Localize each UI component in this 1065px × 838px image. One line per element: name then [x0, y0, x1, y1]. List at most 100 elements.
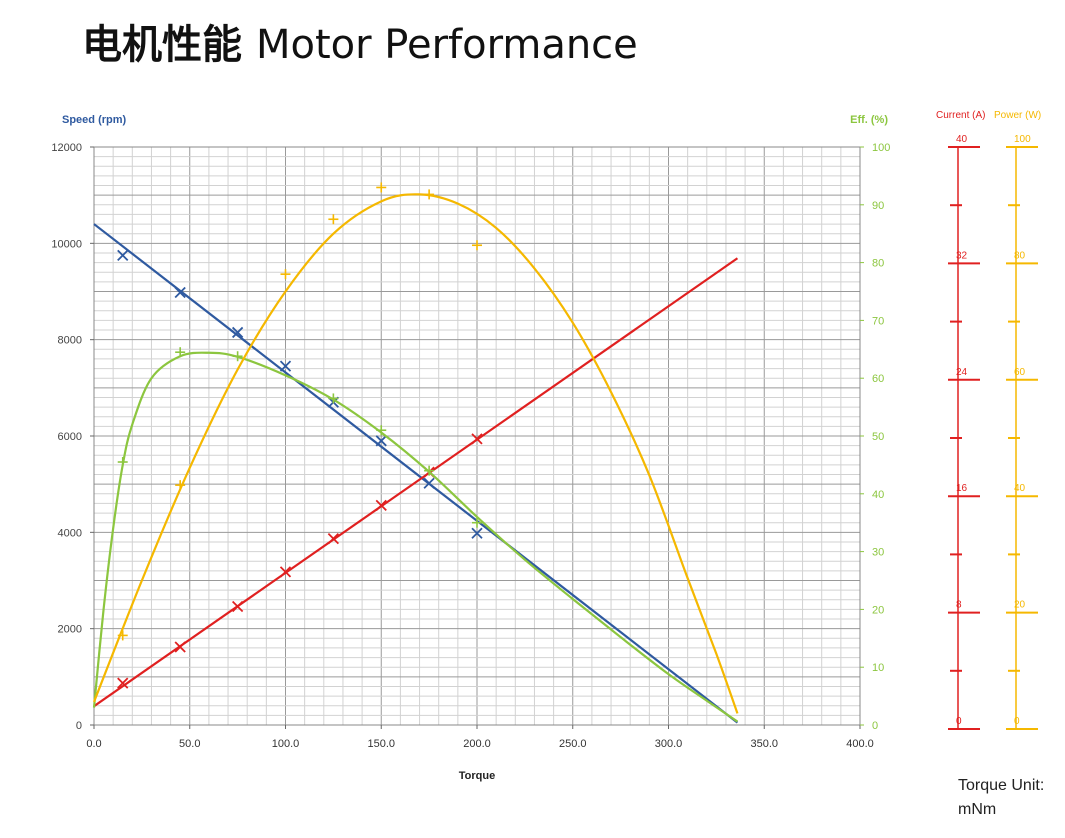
current-scale [948, 146, 980, 730]
power-scale-tick-label: 60 [1014, 367, 1026, 378]
eff-tick-label: 10 [872, 662, 884, 674]
speed-series-line [93, 223, 739, 724]
title-chinese: 电机性能 [82, 22, 242, 68]
speed-tick-label: 0 [76, 720, 82, 732]
x-tick-label: 50.0 [179, 738, 200, 750]
current-scale-tick-label: 8 [956, 600, 962, 611]
x-tick-label: 350.0 [750, 738, 778, 750]
power-scale-tick-label: 80 [1014, 250, 1026, 261]
speed-tick-label: 6000 [58, 431, 82, 443]
eff-tick-label: 90 [872, 200, 884, 212]
current-data-point [471, 433, 483, 445]
eff-tick-label: 80 [872, 258, 884, 270]
eff-tick-label: 0 [872, 720, 878, 732]
x-tick-label: 0.0 [86, 738, 101, 750]
speed-tick-label: 12000 [51, 142, 82, 154]
current-marker-stroke [231, 600, 244, 613]
current-marker-stroke [279, 566, 292, 578]
current-scale-tick-label: 24 [956, 367, 968, 378]
speed-marker-stroke [174, 286, 186, 299]
power-scale-tick-label: 0 [1014, 716, 1020, 727]
x-tick-label: 200.0 [463, 738, 491, 750]
torque-unit-value: mNm [958, 801, 997, 818]
speed-data-point [423, 477, 435, 489]
current-scale-tick-label: 32 [956, 250, 968, 261]
power-data-point [280, 269, 291, 280]
torque-unit-label: Torque Unit: [958, 777, 1045, 794]
power-data-point [472, 240, 482, 251]
power-data-point [328, 214, 339, 225]
chart-grid [93, 146, 861, 726]
power-scale-axis-label: Power (W) [994, 110, 1041, 121]
power-scale-tick-label: 100 [1014, 134, 1031, 145]
x-tick-label: 250.0 [559, 738, 587, 750]
x-tick-label: 150.0 [367, 738, 395, 750]
current-scale-tick-label: 16 [956, 483, 968, 494]
speed-data-point [174, 286, 186, 299]
speed-data-point [279, 360, 292, 372]
eff-data-point [117, 457, 128, 468]
eff-data-point [472, 517, 482, 528]
current-data-point [231, 600, 244, 613]
speed-data-point [231, 326, 244, 339]
speed-data-point [375, 435, 387, 447]
power-data-point [376, 182, 387, 193]
speed-marker-stroke [375, 435, 387, 447]
eff-data-point [328, 393, 339, 404]
power-data-point [175, 480, 186, 491]
x-tick-label: 300.0 [655, 738, 683, 750]
current-scale-tick-label: 0 [956, 716, 962, 727]
current-series-line [93, 257, 739, 708]
current-data-point [375, 499, 387, 511]
current-marker-stroke [471, 433, 483, 445]
power-data-point [424, 189, 435, 200]
speed-marker-stroke [279, 360, 292, 372]
power-scale-tick-label: 20 [1014, 600, 1026, 611]
speed-axis-label: Speed (rpm) [62, 114, 127, 126]
speed-data-point [471, 527, 483, 539]
power-scale [1006, 146, 1038, 730]
eff-tick-label: 30 [872, 547, 884, 559]
eff-series-line [92, 351, 739, 723]
speed-data-point [117, 249, 129, 262]
eff-data-point [175, 347, 186, 358]
eff-tick-label: 70 [872, 315, 884, 327]
title-english: Motor Performance [256, 22, 638, 68]
speed-tick-label: 4000 [58, 527, 82, 539]
eff-tick-label: 40 [872, 489, 884, 501]
x-axis-label: Torque [459, 770, 495, 782]
current-data-point [117, 677, 129, 689]
current-marker-stroke [174, 641, 186, 653]
current-data-point [174, 641, 186, 653]
current-scale-axis-label: Current (A) [936, 110, 985, 121]
speed-marker-stroke [231, 326, 244, 339]
torque-unit-note: Torque Unit: mNm [958, 774, 1044, 822]
power-data-point [117, 630, 128, 641]
eff-tick-label: 100 [872, 142, 890, 154]
speed-marker-stroke [471, 527, 483, 539]
eff-tick-label: 20 [872, 604, 884, 616]
power-series-line [92, 193, 739, 714]
eff-tick-label: 50 [872, 431, 884, 443]
page-title: 电机性能 Motor Performance [82, 12, 638, 70]
eff-axis-label: Eff. (%) [850, 114, 888, 126]
current-marker-stroke [117, 677, 129, 689]
eff-data-point [376, 425, 387, 436]
speed-marker-stroke [423, 477, 435, 489]
current-scale-tick-label: 40 [956, 134, 968, 145]
speed-marker-stroke [117, 249, 129, 262]
speed-tick-label: 10000 [51, 238, 82, 250]
current-data-point [327, 532, 340, 545]
speed-tick-label: 8000 [58, 335, 82, 347]
current-data-point [279, 566, 292, 578]
eff-data-point [424, 465, 435, 476]
x-tick-label: 100.0 [272, 738, 300, 750]
power-scale-tick-label: 40 [1014, 483, 1026, 494]
eff-data-point [232, 351, 243, 362]
x-tick-label: 400.0 [846, 738, 874, 750]
speed-tick-label: 2000 [58, 624, 82, 636]
eff-tick-label: 60 [872, 373, 884, 385]
current-marker-stroke [327, 532, 340, 545]
current-marker-stroke [375, 499, 387, 511]
